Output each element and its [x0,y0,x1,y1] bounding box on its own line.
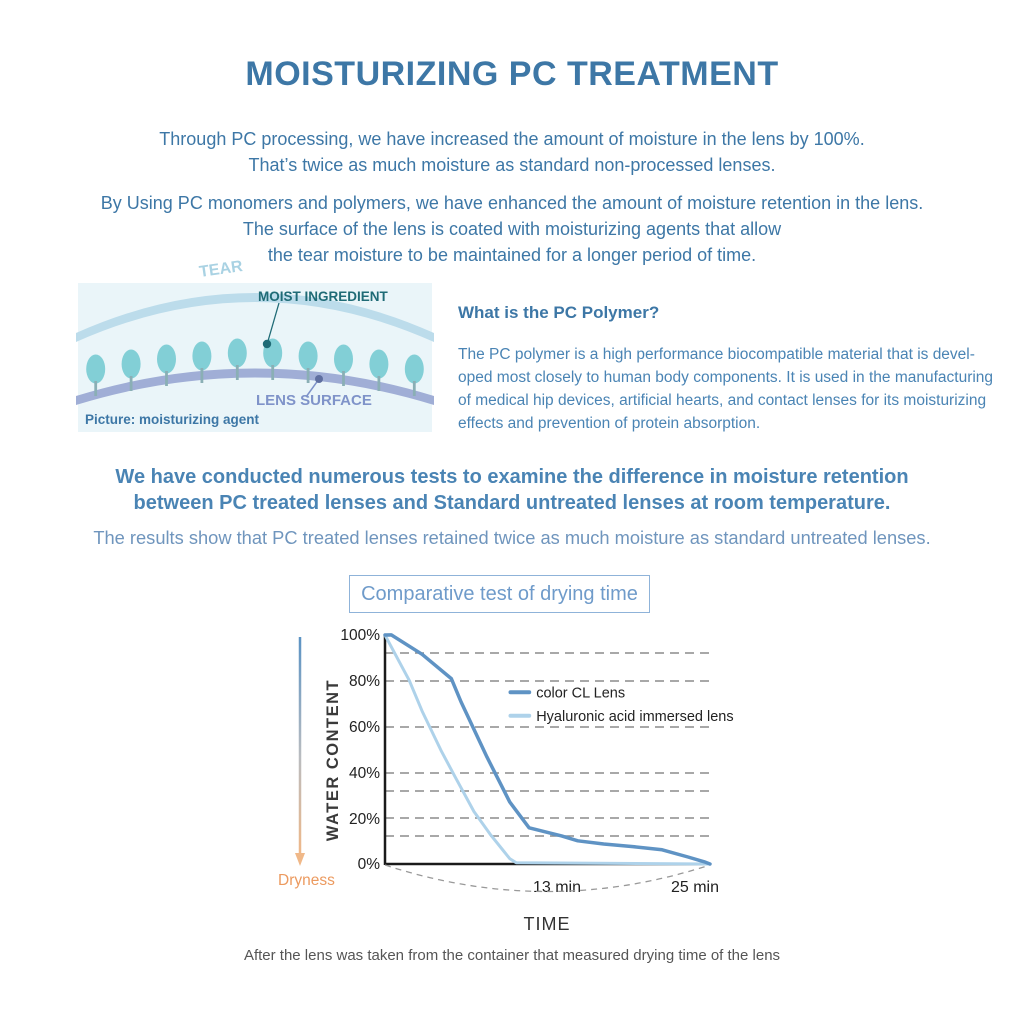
svg-text:Hyaluronic acid immersed lens: Hyaluronic acid immersed lens [536,709,733,725]
svg-text:0%: 0% [358,856,381,873]
svg-text:Dryness: Dryness [278,872,335,889]
svg-text:LENS SURFACE: LENS SURFACE [256,392,372,409]
svg-text:60%: 60% [349,719,380,736]
svg-text:Picture: moisturizing agent: Picture: moisturizing agent [85,412,260,427]
svg-text:20%: 20% [349,811,380,828]
svg-text:TIME: TIME [524,914,571,934]
svg-text:13 min: 13 min [533,879,581,896]
svg-text:MOIST INGREDIENT: MOIST INGREDIENT [258,289,389,304]
svg-text:25 min: 25 min [671,879,719,896]
svg-text:40%: 40% [349,765,380,782]
svg-text:color CL Lens: color CL Lens [536,686,625,702]
svg-text:80%: 80% [349,673,380,690]
svg-text:WATER CONTENT: WATER CONTENT [324,679,342,841]
svg-text:100%: 100% [340,627,380,644]
